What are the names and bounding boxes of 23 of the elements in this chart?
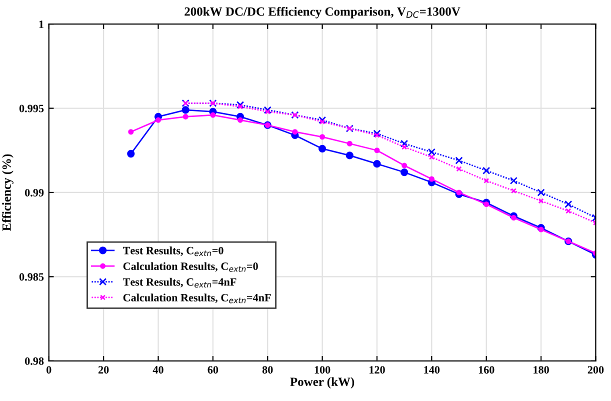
x-tick-label: 20 <box>98 366 109 374</box>
x-tick-label: 100 <box>314 366 330 374</box>
legend-label: Calculation Results, C$_{extn}$=0 <box>123 262 258 272</box>
x-tick-label: 60 <box>208 366 218 374</box>
legend-label: Calculation Results, C$_{extn}$=4nF <box>123 294 271 304</box>
x-tick-label: 80 <box>262 366 273 374</box>
y-tick-label: 0.99 <box>25 188 44 196</box>
x-tick-label: 160 <box>478 366 494 374</box>
legend-label: Test Results, C$_{extn}$=4nF <box>122 278 236 288</box>
x-tick-label: 0 <box>46 366 52 374</box>
y-tick-label: 0.985 <box>19 273 44 281</box>
x-axis-title: Power (kW) <box>290 377 354 389</box>
x-tick-label: 180 <box>534 366 549 374</box>
y-axis-title: Efficiency (%) <box>2 154 14 231</box>
y-tick-label: 0.98 <box>25 357 44 365</box>
y-tick-label: 1 <box>39 20 44 28</box>
legend-label: Test Results, C$_{extn}$=0 <box>122 246 224 256</box>
chart-title: 200kW DC/DC Efficiency Comparison, V$_{DC}$=1300V <box>184 6 460 18</box>
x-tick-label: 120 <box>370 366 385 374</box>
x-tick-label: 200 <box>588 366 604 374</box>
y-tick-label: 0.995 <box>19 104 44 112</box>
x-tick-label: 140 <box>424 366 440 374</box>
x-tick-label: 40 <box>152 366 164 374</box>
